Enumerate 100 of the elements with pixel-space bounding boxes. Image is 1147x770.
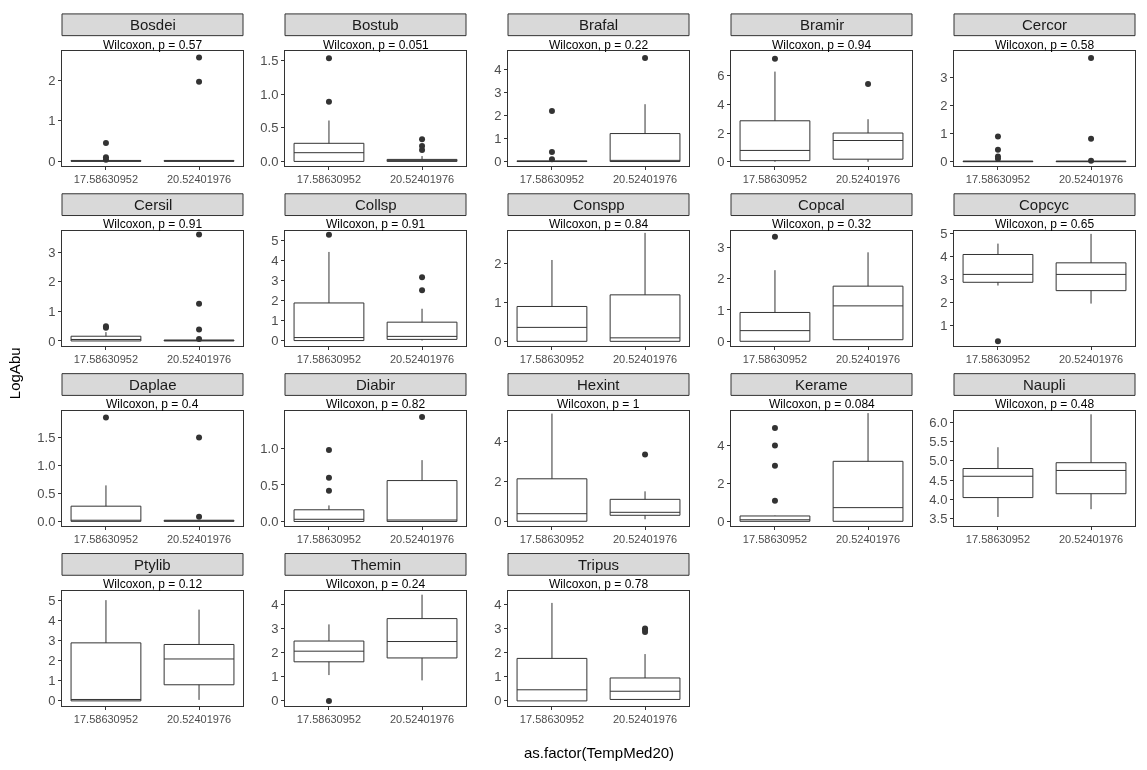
y-tick-label: 5 xyxy=(940,225,948,241)
chart-title: Cercor xyxy=(1022,16,1068,33)
x-tick-label: 17.58630952 xyxy=(73,533,139,546)
y-tick-label: 0 xyxy=(494,154,502,170)
x-tick-label: 17.58630952 xyxy=(296,712,362,725)
y-tick-label: 1.0 xyxy=(37,457,56,473)
y-tick-label: 1 xyxy=(717,302,725,318)
y-tick-label: 3 xyxy=(494,85,502,101)
text: Wilcoxon, p = 0.4 xyxy=(106,397,199,411)
y-tick-label: 2 xyxy=(940,97,948,113)
text: Wilcoxon, p = 0.91 xyxy=(103,217,203,231)
y-tick-label: 1 xyxy=(494,295,502,311)
x-tick-label: 20.52401976 xyxy=(166,173,232,186)
y-tick-label: 0.5 xyxy=(260,120,279,136)
y-tick-label: 4 xyxy=(494,62,502,78)
y-tick-label: 6.0 xyxy=(929,414,948,430)
y-tick-label: 1 xyxy=(48,113,56,129)
y-tick-label: 1.0 xyxy=(260,86,279,102)
text: Wilcoxon, p = 0.084 xyxy=(769,397,876,411)
y-tick-label: 0 xyxy=(271,693,279,709)
x-tick-label: 20.52401976 xyxy=(166,533,232,546)
y-tick-label: 0 xyxy=(271,333,279,349)
x-tick-label: 17.58630952 xyxy=(296,533,362,546)
text: Wilcoxon, p = 0.82 xyxy=(326,397,426,411)
y-tick-label: 4 xyxy=(48,612,56,628)
y-tick-label: 0.0 xyxy=(37,513,56,529)
y-tick-label: 4.0 xyxy=(929,492,948,508)
y-tick-label: 0.0 xyxy=(260,153,279,169)
y-tick-label: 3 xyxy=(271,621,279,637)
y-tick-label: 3 xyxy=(940,69,948,85)
x-tick-label: 20.52401976 xyxy=(389,533,455,546)
x-tick-label: 17.58630952 xyxy=(519,353,585,366)
chart-title: Hexint xyxy=(577,376,621,393)
annotation: Wilcoxon, p = 0.22 xyxy=(549,38,649,52)
text: Wilcoxon, p = 0.91 xyxy=(326,217,426,231)
y-tick-label: 3 xyxy=(48,244,56,260)
y-tick-label: 0 xyxy=(494,513,502,529)
chart-title: Copcyc xyxy=(1019,196,1070,213)
x-tick-label: 17.58630952 xyxy=(965,353,1031,366)
y-tick-label: 2 xyxy=(494,473,502,489)
y-tick-label: 1 xyxy=(271,669,279,685)
x-tick-label: 20.52401976 xyxy=(612,173,678,186)
y-tick-label: 0 xyxy=(717,333,725,349)
chart-title: Themin xyxy=(351,556,402,573)
y-axis-title: LogAbu xyxy=(5,347,23,400)
x-tick-label: 20.52401976 xyxy=(389,353,455,366)
chart-title: Conspp xyxy=(573,196,625,213)
y-tick-label: 5 xyxy=(271,233,279,249)
x-tick-label: 17.58630952 xyxy=(965,173,1031,186)
y-tick-label: 1 xyxy=(271,313,279,329)
x-tick-label: 17.58630952 xyxy=(73,173,139,186)
chart-title: Daplae xyxy=(129,376,177,393)
chart-title: Collsp xyxy=(355,196,397,213)
x-tick-label: 17.58630952 xyxy=(742,533,808,546)
x-tick-label: 20.52401976 xyxy=(389,712,455,725)
y-tick-label: 2 xyxy=(494,108,502,124)
y-tick-label: 3 xyxy=(271,273,279,289)
annotation: Wilcoxon, p = 0.58 xyxy=(995,38,1095,52)
x-tick-label: 20.52401976 xyxy=(1058,173,1124,186)
y-tick-label: 1 xyxy=(940,126,948,142)
y-tick-label: 0 xyxy=(48,333,56,349)
y-tick-label: 2 xyxy=(940,295,948,311)
x-tick-label: 20.52401976 xyxy=(1058,533,1124,546)
y-tick-label: 4 xyxy=(717,96,725,112)
chart-title: Copcal xyxy=(798,196,845,213)
y-tick-label: 1.5 xyxy=(37,429,56,445)
text: Wilcoxon, p = 0.48 xyxy=(995,397,1095,411)
x-tick-label: 17.58630952 xyxy=(73,712,139,725)
x-axis-title: as.factor(TempMed20) xyxy=(524,744,675,761)
text: Wilcoxon, p = 0.24 xyxy=(326,577,426,591)
y-tick-label: 3.5 xyxy=(929,511,948,527)
y-tick-label: 0 xyxy=(494,333,502,349)
annotation: Wilcoxon, p = 0.051 xyxy=(323,38,430,52)
annotation: Wilcoxon, p = 0.94 xyxy=(772,38,872,52)
chart-title: Ptylib xyxy=(134,556,171,573)
x-tick-label: 20.52401976 xyxy=(166,712,232,725)
chart-title: Brafal xyxy=(579,16,619,33)
x-tick-label: 17.58630952 xyxy=(519,712,585,725)
x-tick-label: 20.52401976 xyxy=(835,173,901,186)
y-tick-label: 2 xyxy=(48,73,56,89)
x-tick-label: 17.58630952 xyxy=(73,353,139,366)
y-tick-label: 2 xyxy=(717,475,725,491)
y-tick-label: 0.5 xyxy=(260,477,279,493)
x-tick-label: 17.58630952 xyxy=(742,353,808,366)
chart-title: Diabir xyxy=(356,376,396,393)
y-tick-label: 4.5 xyxy=(929,472,948,488)
y-tick-label: 2 xyxy=(717,271,725,287)
y-tick-label: 2 xyxy=(494,256,502,272)
y-tick-label: 3 xyxy=(494,621,502,637)
y-tick-label: 4 xyxy=(494,596,502,612)
y-tick-label: 1 xyxy=(494,669,502,685)
y-tick-label: 0 xyxy=(48,693,56,709)
annotation: Wilcoxon, p = 0.57 xyxy=(103,38,203,52)
x-tick-label: 20.52401976 xyxy=(612,712,678,725)
y-tick-label: 3 xyxy=(48,632,56,648)
text: Wilcoxon, p = 0.78 xyxy=(549,577,649,591)
x-tick-label: 20.52401976 xyxy=(389,173,455,186)
y-tick-label: 0 xyxy=(717,154,725,170)
y-tick-label: 1 xyxy=(494,131,502,147)
text: Wilcoxon, p = 0.12 xyxy=(103,577,203,591)
